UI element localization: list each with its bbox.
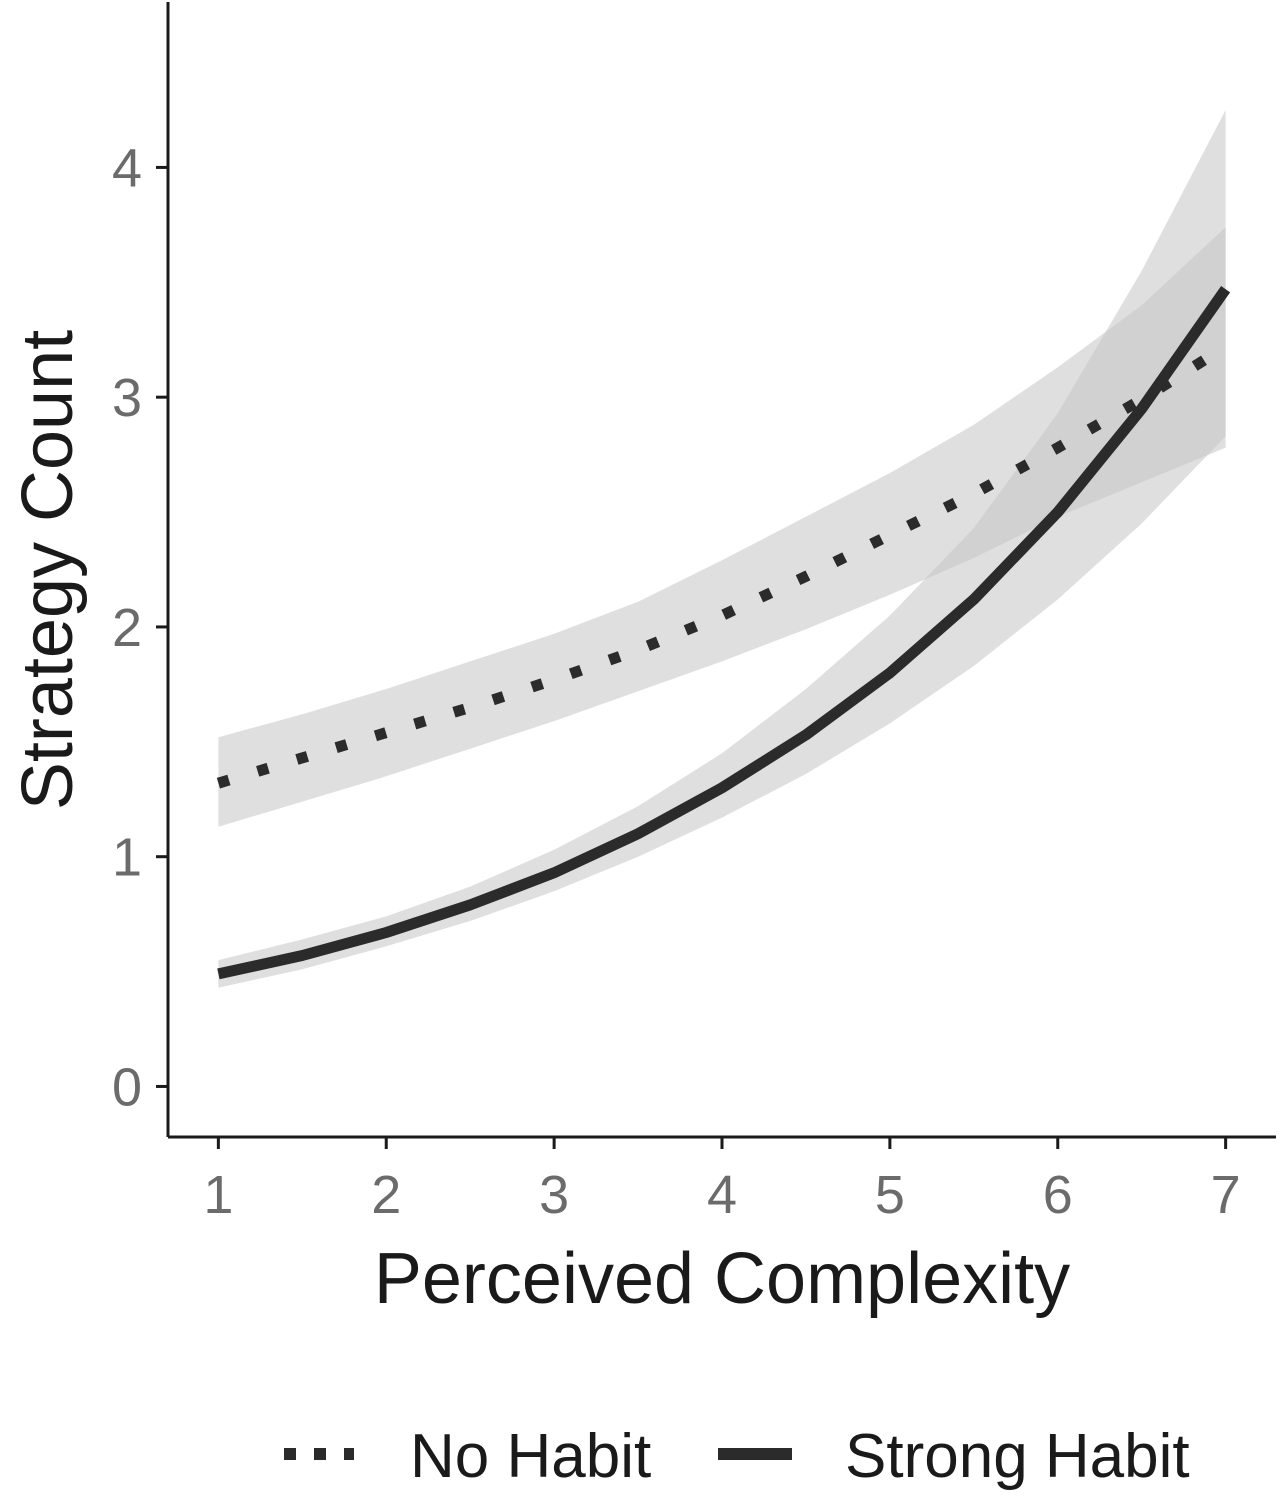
x-ticks: 1 2 3 4 5 6 7: [203, 1137, 1241, 1225]
legend-label-no-habit: No Habit: [410, 1422, 651, 1491]
legend: No Habit Strong Habit: [284, 1422, 1190, 1491]
x-tick-label: 7: [1211, 1165, 1241, 1225]
y-tick-label: 2: [112, 598, 142, 658]
x-tick-label: 6: [1043, 1165, 1073, 1225]
y-tick-label: 3: [112, 368, 142, 428]
ci-band-strong-habit: [218, 110, 1226, 988]
y-ticks: 0 1 2 3 4: [112, 138, 168, 1117]
series-lines: [216, 286, 1231, 980]
legend-label-strong-habit: Strong Habit: [845, 1422, 1190, 1491]
x-tick-label: 4: [707, 1165, 737, 1225]
y-tick-label: 1: [112, 828, 142, 888]
x-axis-title: Perceived Complexity: [374, 1239, 1070, 1319]
x-tick-label: 5: [875, 1165, 905, 1225]
x-tick-label: 1: [203, 1165, 233, 1225]
ci-band-no-habit: [218, 227, 1226, 827]
confidence-bands: [218, 110, 1226, 988]
x-tick-label: 2: [371, 1165, 401, 1225]
y-tick-label: 4: [112, 138, 142, 198]
x-tick-label: 3: [539, 1165, 569, 1225]
y-axis-title: Strategy Count: [8, 330, 88, 810]
series-line-strong-habit: [217, 286, 1231, 980]
series-line-no-habit: [216, 341, 1229, 789]
y-tick-label: 0: [112, 1057, 142, 1117]
